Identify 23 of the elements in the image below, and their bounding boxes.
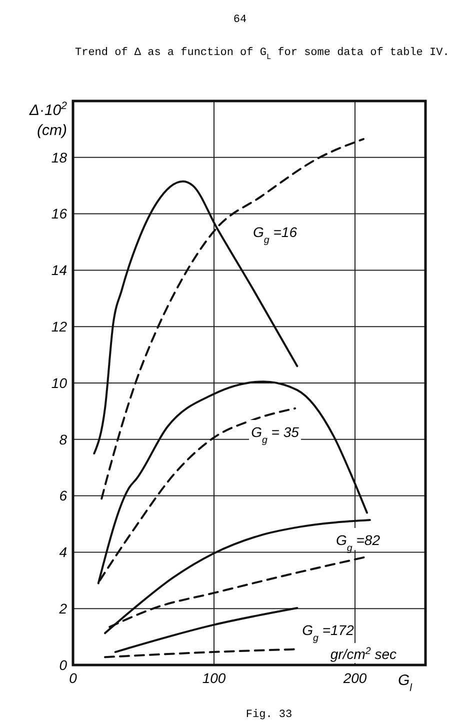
annotation: G$_{g}$ = 35 <box>251 424 300 446</box>
y-tick-label: 2 <box>58 600 68 616</box>
x-tick-label: 0 <box>69 670 78 686</box>
y-tick-label: 6 <box>59 488 68 504</box>
annotation: G$_{g}$ =82 <box>336 532 380 554</box>
y-tick-label: 4 <box>59 544 68 560</box>
chart-title: Trend of Δ as a function of G$_{L}$ for some data of table IV. <box>75 47 450 62</box>
text: 64 <box>233 14 247 26</box>
y-tick-label: 10 <box>51 374 68 391</box>
y-tick-label: 14 <box>51 262 68 278</box>
annotation: G$_{g}$ =16 <box>253 224 298 246</box>
y-tick-label: 16 <box>51 206 68 222</box>
caption: Fig. 33 <box>246 709 292 721</box>
x-tick-label: 200 <box>342 670 367 686</box>
y-axis-title: Δ·10$^{2}$ (cm) <box>28 100 68 139</box>
annotation: gr/cm$^{2}$sec <box>330 646 397 662</box>
y-tick-label: 0 <box>59 656 68 673</box>
y-tick-label: 18 <box>51 149 68 166</box>
x-axis-title: G$_{l}$ <box>398 672 413 694</box>
y-tick-label: 12 <box>51 318 68 334</box>
annotation: G$_{g}$ =172 <box>302 622 354 644</box>
x-tick-label: 100 <box>202 670 226 686</box>
y-tick-label: 8 <box>59 431 68 448</box>
